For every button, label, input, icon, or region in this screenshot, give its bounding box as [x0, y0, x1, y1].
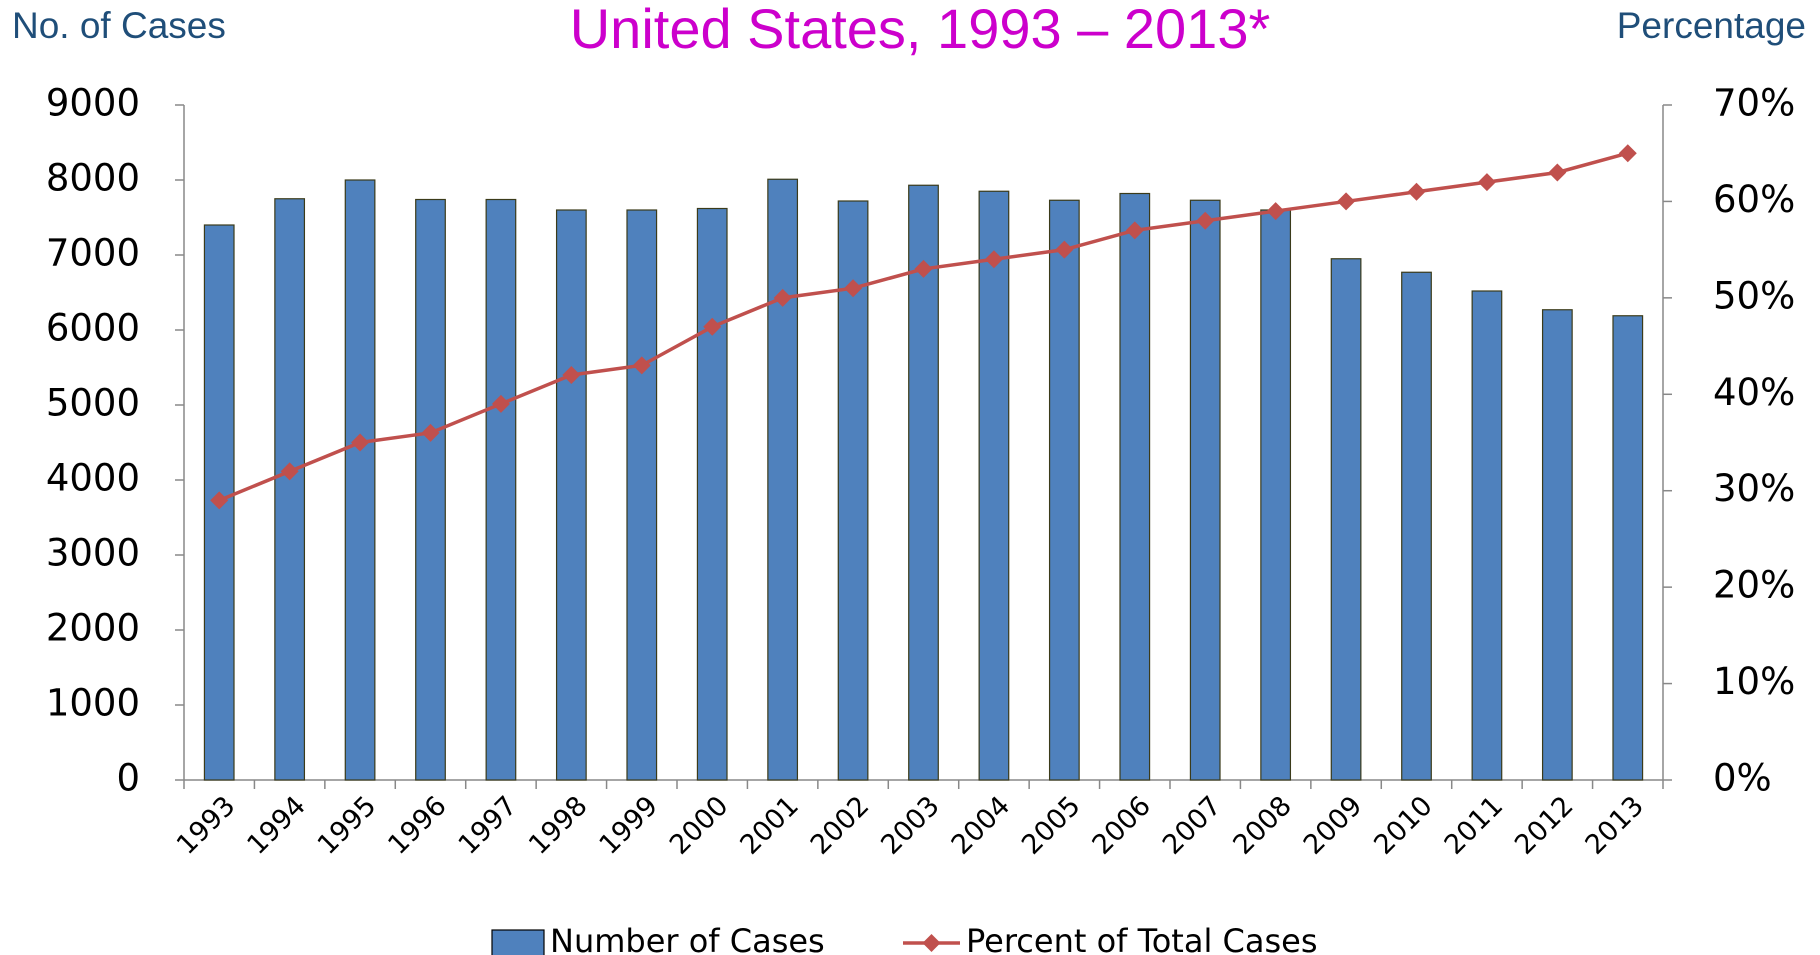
marker — [1477, 173, 1496, 192]
x-tick-label: 1996 — [382, 790, 453, 861]
bar — [1119, 192, 1151, 781]
marker — [1196, 211, 1215, 230]
bar — [978, 190, 1010, 781]
bar — [344, 179, 376, 781]
bar — [1401, 271, 1432, 781]
y2-tick-label: 60% — [1713, 178, 1795, 221]
marker — [914, 259, 933, 278]
marker — [703, 317, 722, 336]
bar — [555, 209, 587, 781]
marker — [1337, 192, 1356, 211]
bar — [415, 198, 446, 781]
marker — [1125, 221, 1144, 240]
marker — [984, 250, 1003, 269]
marker — [1407, 182, 1426, 201]
marker — [773, 288, 792, 307]
marker — [844, 279, 863, 298]
x-tick-label: 2008 — [1227, 790, 1298, 861]
marker — [210, 491, 229, 510]
x-tick-label: 2007 — [1157, 790, 1228, 861]
bar — [1048, 199, 1080, 781]
bar — [485, 198, 517, 781]
bar — [1471, 290, 1503, 781]
x-tick-label: 2004 — [946, 790, 1017, 861]
bar — [1330, 258, 1362, 781]
y2-tick-label: 50% — [1713, 274, 1795, 317]
bar — [626, 209, 658, 781]
y2-tick-label: 20% — [1713, 564, 1795, 607]
marker — [562, 366, 581, 384]
x-tick-label: 2000 — [664, 790, 735, 861]
bar — [1260, 209, 1292, 781]
x-tick-label: 1993 — [171, 790, 242, 861]
x-tick-label: 2003 — [875, 790, 946, 861]
y2-tick-label: 0% — [1713, 757, 1772, 800]
y2-tick-label: 30% — [1713, 467, 1795, 510]
y-tick-label: 4000 — [46, 457, 140, 500]
x-tick-label: 2005 — [1016, 790, 1087, 861]
marker — [1548, 163, 1567, 182]
marker — [632, 356, 651, 375]
x-tick-label: 2006 — [1087, 790, 1158, 861]
legend-label: Number of Cases — [550, 922, 825, 955]
y2-tick-label: 40% — [1713, 371, 1795, 414]
y2-tick-label: 70% — [1713, 82, 1795, 125]
y-tick-label: 8000 — [46, 157, 140, 200]
y-tick-label: 9000 — [46, 82, 140, 125]
x-tick-label: 2012 — [1509, 790, 1580, 861]
x-tick-label: 2009 — [1298, 790, 1369, 861]
bar — [696, 207, 728, 781]
bar — [1189, 199, 1221, 781]
chart-title: United States, 1993 – 2013* — [570, 0, 1271, 60]
marker — [1266, 202, 1285, 221]
bar — [1541, 309, 1573, 781]
marker — [1055, 240, 1074, 259]
y-axis-title: No. of Cases — [12, 5, 226, 46]
y-tick-label: 0 — [116, 757, 140, 800]
marker — [491, 394, 510, 413]
x-tick-label: 1998 — [523, 790, 594, 861]
bar — [1612, 315, 1644, 781]
y-tick-label: 6000 — [46, 307, 140, 350]
x-tick-label: 2013 — [1580, 790, 1651, 861]
x-tick-label: 1997 — [453, 790, 524, 861]
x-tick-label: 2001 — [734, 790, 805, 861]
legend-marker — [922, 934, 941, 952]
marker — [421, 423, 440, 442]
bar — [274, 198, 306, 781]
y-tick-label: 2000 — [46, 607, 140, 650]
marker — [280, 462, 299, 481]
x-tick-label: 1999 — [594, 790, 665, 861]
marker — [1618, 144, 1637, 163]
y-tick-label: 1000 — [46, 682, 140, 725]
legend-swatch — [491, 929, 545, 955]
marker — [351, 433, 370, 452]
x-tick-label: 2010 — [1368, 790, 1439, 861]
y-tick-label: 7000 — [46, 232, 140, 275]
y2-tick-label: 10% — [1713, 660, 1795, 703]
x-tick-label: 1995 — [312, 790, 383, 861]
x-tick-label: 2002 — [805, 790, 876, 861]
bar — [837, 200, 869, 781]
x-tick-label: 1994 — [241, 790, 312, 861]
legend-label: Percent of Total Cases — [966, 922, 1317, 955]
y-tick-label: 5000 — [46, 382, 140, 425]
x-tick-label: 2011 — [1439, 790, 1510, 861]
bar — [908, 184, 939, 781]
y-tick-label: 3000 — [46, 532, 140, 575]
y2-axis-title: Percentage — [1617, 5, 1806, 46]
bar — [767, 178, 799, 781]
